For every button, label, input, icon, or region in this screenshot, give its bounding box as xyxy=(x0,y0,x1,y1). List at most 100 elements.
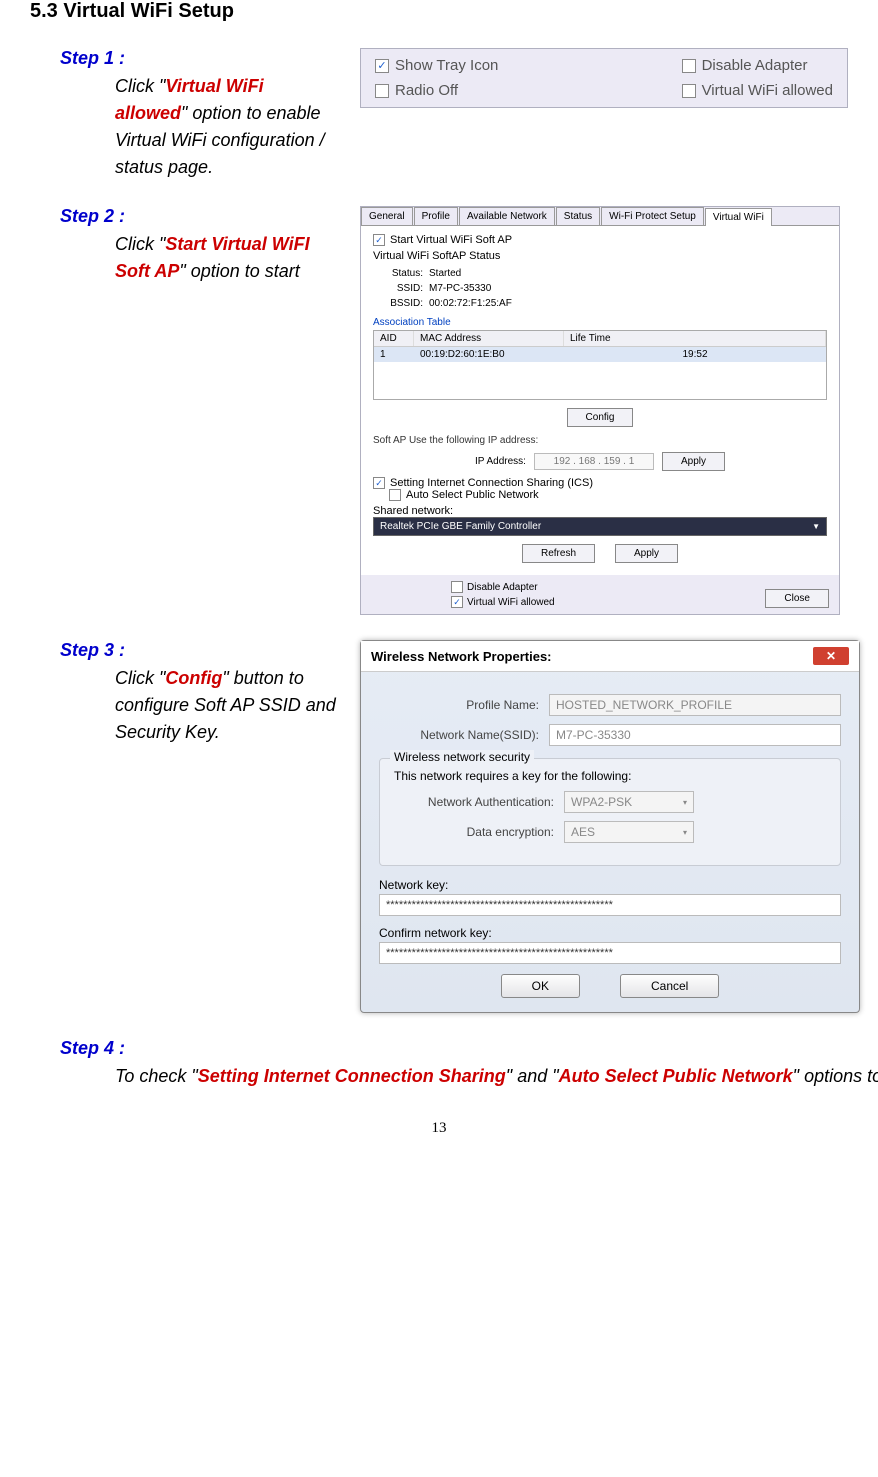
table-row[interactable]: 1 00:19:D2:60:1E:B0 19:52 xyxy=(374,347,826,362)
ip-label: IP Address: xyxy=(475,456,526,467)
start-softap-label: Start Virtual WiFi Soft AP xyxy=(390,234,512,246)
tab-wps[interactable]: Wi-Fi Protect Setup xyxy=(601,207,704,225)
ssid-value: M7-PC-35330 xyxy=(429,281,491,296)
show-tray-checkbox[interactable]: ✓ xyxy=(375,59,389,73)
cell-aid: 1 xyxy=(374,347,414,362)
apply-ip-button[interactable]: Apply xyxy=(662,452,725,471)
ssid-label: SSID: xyxy=(383,281,423,296)
step4-pre: To check " xyxy=(115,1066,198,1086)
ip-title: Soft AP Use the following IP address: xyxy=(373,435,827,446)
auth-select[interactable]: WPA2-PSK ▾ xyxy=(564,791,694,813)
security-desc: This network requires a key for the foll… xyxy=(394,769,826,783)
enc-label: Data encryption: xyxy=(394,825,554,839)
col-life: Life Time xyxy=(564,331,826,346)
step4-mid2: " options to enable ICS. If setup up Sha… xyxy=(793,1066,878,1086)
cancel-button[interactable]: Cancel xyxy=(620,974,719,998)
config-button[interactable]: Config xyxy=(567,408,634,427)
disable-adapter-label: Disable Adapter xyxy=(702,57,808,74)
network-key-label: Network key: xyxy=(379,878,841,892)
start-softap-checkbox[interactable]: ✓ xyxy=(373,234,385,246)
step3-highlight: Config xyxy=(165,668,222,688)
section-heading: 5.3 Virtual WiFi Setup xyxy=(30,0,848,23)
step-1-block: Step 1 : Click "Virtual WiFi allowed" op… xyxy=(60,48,848,181)
tab-available-network[interactable]: Available Network xyxy=(459,207,555,225)
close-icon[interactable]: ✕ xyxy=(813,647,849,665)
softap-status-title: Virtual WiFi SoftAP Status xyxy=(373,250,827,262)
step-4-block: Step 4 : To check "Setting Internet Conn… xyxy=(60,1038,848,1090)
virtual-wifi-checkbox[interactable] xyxy=(682,84,696,98)
properties-dialog: Wireless Network Properties: ✕ Profile N… xyxy=(360,640,860,1013)
profile-name-field: HOSTED_NETWORK_PROFILE xyxy=(549,694,841,716)
enc-value: AES xyxy=(571,825,595,839)
radio-off-label: Radio Off xyxy=(395,82,458,99)
step4-hl2: Auto Select Public Network xyxy=(559,1066,793,1086)
auth-label: Network Authentication: xyxy=(394,795,554,809)
show-tray-label: Show Tray Icon xyxy=(395,57,498,74)
profile-name-label: Profile Name: xyxy=(379,698,539,712)
tab-profile[interactable]: Profile xyxy=(414,207,458,225)
step2-pre: Click " xyxy=(115,234,165,254)
ip-field[interactable]: 192 . 168 . 159 . 1 xyxy=(534,453,654,470)
cell-mac: 00:19:D2:60:1E:B0 xyxy=(414,347,564,362)
tabstrip: General Profile Available Network Status… xyxy=(361,207,839,226)
tab-virtual-wifi[interactable]: Virtual WiFi xyxy=(705,208,772,226)
network-ssid-label: Network Name(SSID): xyxy=(379,728,539,742)
confirm-key-field[interactable]: ****************************************… xyxy=(379,942,841,964)
shared-network-value: Realtek PCIe GBE Family Controller xyxy=(380,521,541,532)
step-3-label: Step 3 : xyxy=(60,640,340,661)
step1-pre: Click " xyxy=(115,76,165,96)
step-2-body: Click "Start Virtual WiFI Soft AP" optio… xyxy=(115,231,340,285)
tab-status[interactable]: Status xyxy=(556,207,600,225)
auto-public-checkbox[interactable] xyxy=(389,489,401,501)
ok-button[interactable]: OK xyxy=(501,974,580,998)
close-button[interactable]: Close xyxy=(765,589,829,608)
assoc-title: Association Table xyxy=(373,317,827,328)
enc-select[interactable]: AES▾ xyxy=(564,821,694,843)
step-1-body: Click "Virtual WiFi allowed" option to e… xyxy=(115,73,340,181)
bssid-value: 00:02:72:F1:25:AF xyxy=(429,296,512,311)
step4-mid1: " and " xyxy=(506,1066,559,1086)
status-label: Status: xyxy=(383,266,423,281)
bssid-label: BSSID: xyxy=(383,296,423,311)
foot-virtual-checkbox[interactable]: ✓ xyxy=(451,596,463,608)
tab-general[interactable]: General xyxy=(361,207,413,225)
refresh-button[interactable]: Refresh xyxy=(522,544,595,563)
step-1-label: Step 1 : xyxy=(60,48,340,69)
foot-virtual-label: Virtual WiFi allowed xyxy=(467,597,555,608)
foot-disable-label: Disable Adapter xyxy=(467,582,538,593)
step-4-body: To check "Setting Internet Connection Sh… xyxy=(115,1063,878,1090)
ics-label: Setting Internet Connection Sharing (ICS… xyxy=(390,477,593,489)
auto-public-label: Auto Select Public Network xyxy=(406,489,539,501)
ics-checkbox[interactable]: ✓ xyxy=(373,477,385,489)
page-number: 13 xyxy=(30,1120,848,1137)
step-3-body: Click "Config" button to configure Soft … xyxy=(115,665,340,746)
cell-life: 19:52 xyxy=(564,347,826,362)
step-3-block: Step 3 : Click "Config" button to config… xyxy=(60,640,848,1013)
col-aid: AID xyxy=(374,331,414,346)
dialog-title: Wireless Network Properties: xyxy=(371,649,552,664)
network-ssid-field[interactable]: M7-PC-35330 xyxy=(549,724,841,746)
options-panel: ✓ Show Tray Icon Radio Off Disable Adapte… xyxy=(360,48,848,108)
step4-hl1: Setting Internet Connection Sharing xyxy=(198,1066,506,1086)
figure-3: Wireless Network Properties: ✕ Profile N… xyxy=(360,640,860,1013)
utility-window: General Profile Available Network Status… xyxy=(360,206,840,615)
apply-button[interactable]: Apply xyxy=(615,544,678,563)
assoc-table: AID MAC Address Life Time 1 00:19:D2:60:… xyxy=(373,330,827,400)
chevron-down-icon: ▼ xyxy=(812,522,820,531)
radio-off-checkbox[interactable] xyxy=(375,84,389,98)
step-2-label: Step 2 : xyxy=(60,206,340,227)
auth-value: WPA2-PSK xyxy=(571,795,632,809)
foot-disable-checkbox[interactable] xyxy=(451,581,463,593)
network-key-field[interactable]: ****************************************… xyxy=(379,894,841,916)
step3-pre: Click " xyxy=(115,668,165,688)
security-caption: Wireless network security xyxy=(390,750,534,764)
step-2-block: Step 2 : Click "Start Virtual WiFI Soft … xyxy=(60,206,848,615)
status-value: Started xyxy=(429,266,461,281)
shared-label: Shared network: xyxy=(373,505,827,517)
step-4-label: Step 4 : xyxy=(60,1038,878,1059)
virtual-wifi-label: Virtual WiFi allowed xyxy=(702,82,833,99)
shared-network-select[interactable]: Realtek PCIe GBE Family Controller ▼ xyxy=(373,517,827,536)
confirm-key-label: Confirm network key: xyxy=(379,926,841,940)
disable-adapter-checkbox[interactable] xyxy=(682,59,696,73)
chevron-down-icon: ▾ xyxy=(683,798,687,807)
